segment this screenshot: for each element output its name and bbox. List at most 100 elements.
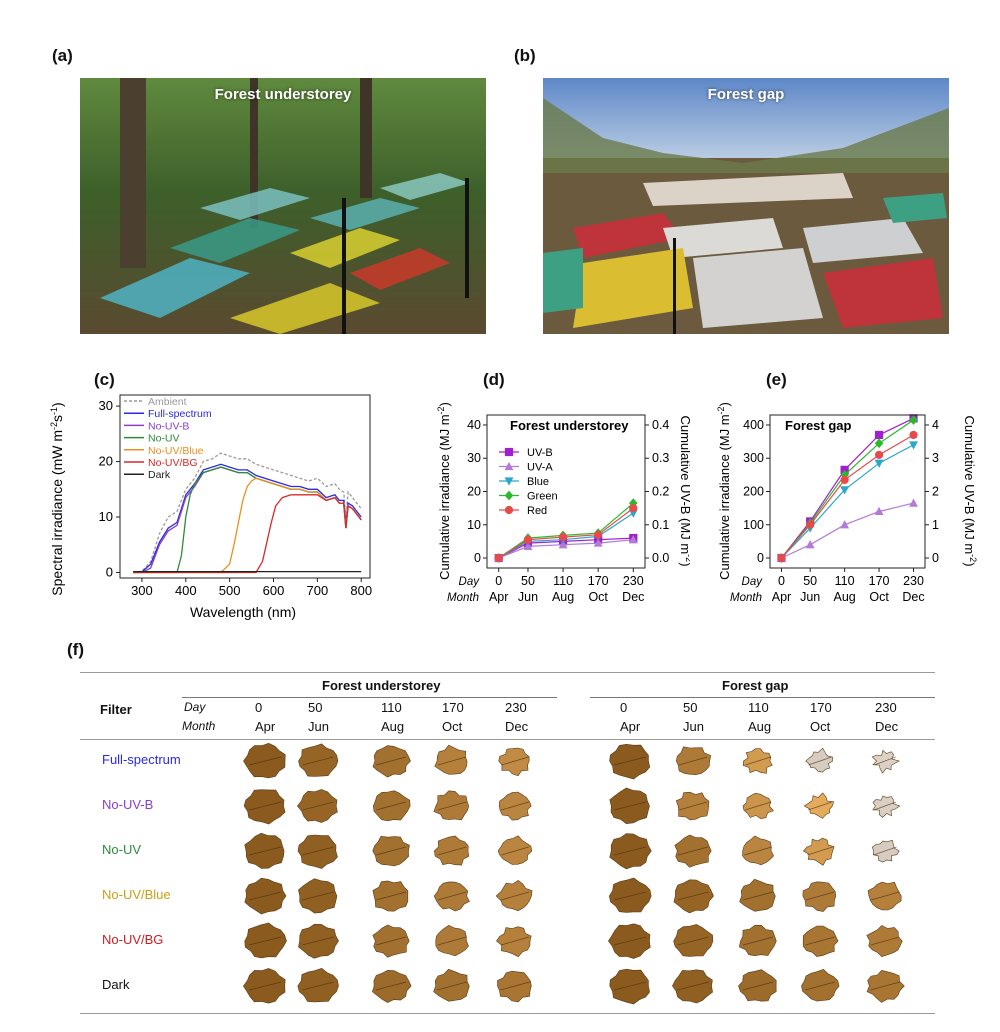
- col-day-understorey: 110: [381, 700, 402, 715]
- leaf-photo-gap: [734, 740, 782, 782]
- y-tick-label: 0: [757, 551, 764, 565]
- x-tick-label-day: 0: [778, 574, 785, 588]
- data-point-blue: [909, 441, 918, 450]
- leaf-photo-understorey: [367, 920, 415, 962]
- data-point-red: [594, 530, 603, 539]
- series-line-no-uv-bg: [133, 494, 362, 574]
- leaf-photo-gap: [669, 920, 717, 962]
- leaf-photo-understorey: [367, 740, 415, 782]
- data-point-red: [806, 520, 815, 529]
- legend-marker-green: [504, 490, 514, 501]
- legend-label-green: Green: [527, 491, 558, 503]
- leaf-photo-understorey: [294, 785, 342, 827]
- table-header-rule: [80, 739, 935, 740]
- col-month-understorey: Oct: [442, 719, 463, 734]
- data-point-red: [777, 553, 786, 563]
- day-label: Day: [184, 700, 206, 714]
- y-axis-label: Cumulative irradiance (MJ m-2): [436, 402, 452, 580]
- x-tick-label-month: Apr: [772, 590, 791, 604]
- data-point-blue: [840, 486, 850, 495]
- leaf-photo-gap: [606, 785, 654, 827]
- table-top-rule: [80, 672, 935, 673]
- leaf-photo-understorey: [428, 965, 476, 1007]
- y-tick-label: 20: [99, 454, 113, 469]
- series-line-uv-a: [781, 502, 914, 559]
- leaf-photo-understorey: [367, 785, 415, 827]
- legend-label-no-uv-b: No-UV-B: [148, 420, 189, 432]
- leaf-photo-understorey: [294, 830, 342, 872]
- leaf-photo-understorey: [241, 785, 289, 827]
- x-tick-label-month: Oct: [869, 590, 889, 604]
- x-tick-label-month: Aug: [552, 590, 574, 604]
- leaf-photo-understorey: [241, 875, 289, 917]
- x-tick-label: 800: [350, 583, 372, 598]
- x-tick-label: 600: [263, 583, 285, 598]
- panel-label-c: (c): [94, 370, 115, 389]
- legend-label-uv-b: UV-B: [527, 447, 553, 459]
- chart-title: Forest understorey: [510, 418, 629, 433]
- series-line-red: [781, 434, 914, 559]
- photo-forest-gap: Forest gap: [543, 78, 949, 334]
- leaf-photo-gap: [734, 875, 782, 917]
- x-tick-label-month: Apr: [489, 590, 508, 604]
- data-point-red: [629, 504, 638, 513]
- x-tick-label-day: 170: [588, 574, 609, 588]
- leaf-photo-gap: [861, 830, 909, 872]
- legend-label-no-uv-bg: No-UV/BG: [148, 457, 198, 469]
- filter-label-no-uv-b: No-UV-B: [102, 797, 154, 812]
- x-tick-label-day: 50: [521, 574, 535, 588]
- leaf-photo-gap: [669, 965, 717, 1007]
- legend-marker-uv-b: [504, 447, 514, 457]
- col-month-understorey: Jun: [308, 719, 329, 734]
- x-tick-label-month: Oct: [588, 590, 608, 604]
- gap-rule: [590, 697, 935, 698]
- col-day-understorey: 170: [442, 700, 464, 715]
- group-header-understorey: Forest understorey: [322, 678, 441, 693]
- x-tick-label-day: 170: [869, 574, 890, 588]
- leaf-photo-understorey: [491, 920, 539, 962]
- leaf-photo-gap: [734, 965, 782, 1007]
- leaf-photo-gap: [796, 830, 844, 872]
- leaf-photo-understorey: [367, 830, 415, 872]
- y-tick-label: 0: [106, 564, 113, 579]
- x-tick-label-month: Jun: [518, 590, 538, 604]
- data-point-red: [840, 475, 849, 484]
- col-day-gap: 170: [810, 700, 832, 715]
- x-axis-label: Wavelength (nm): [190, 604, 296, 620]
- data-point-uv-a: [593, 538, 603, 547]
- x-row-month-label: Month: [447, 592, 479, 604]
- x-tick-label-day: 230: [623, 574, 644, 588]
- leaf-photo-gap: [734, 785, 782, 827]
- y2-tick-label: 2: [932, 485, 939, 499]
- panel-label-f: (f): [67, 640, 84, 659]
- y2-tick-label: 0.0: [652, 551, 669, 565]
- legend-label-ambient: Ambient: [148, 396, 187, 408]
- leaf-photo-understorey: [241, 740, 289, 782]
- y-tick-label: 200: [743, 485, 764, 499]
- leaf-photo-gap: [606, 920, 654, 962]
- table-bottom-rule: [80, 1013, 935, 1014]
- y2-tick-label: 0.4: [652, 418, 669, 432]
- y2-tick-label: 1: [932, 518, 939, 532]
- leaf-photo-understorey: [428, 785, 476, 827]
- y-tick-label: 400: [743, 418, 764, 432]
- panel-label-e: (e): [766, 370, 787, 389]
- x-tick-label: 700: [307, 583, 329, 598]
- y2-tick-label: 0.1: [652, 518, 669, 532]
- col-month-gap: Jun: [683, 719, 704, 734]
- leaf-photo-understorey: [491, 740, 539, 782]
- leaf-photo-understorey: [294, 920, 342, 962]
- leaf-photo-gap: [796, 920, 844, 962]
- x-tick-label-month: Dec: [622, 590, 644, 604]
- x-tick-label: 400: [175, 583, 197, 598]
- series-line-blue: [781, 444, 914, 559]
- leaf-photo-gap: [796, 965, 844, 1007]
- leaf-photo-understorey: [428, 740, 476, 782]
- data-point-red: [909, 430, 918, 440]
- data-point-green: [874, 438, 884, 449]
- y-tick-label: 30: [467, 451, 481, 465]
- leaf-photo-understorey: [428, 875, 476, 917]
- leaf-photo-gap: [734, 920, 782, 962]
- leaf-photo-understorey: [241, 830, 289, 872]
